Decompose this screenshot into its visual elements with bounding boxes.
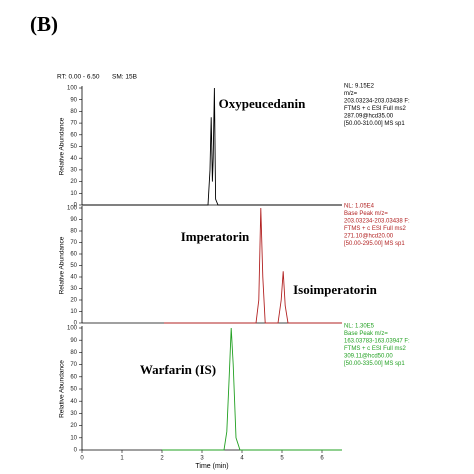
x-axis-label: Time (min): [195, 463, 228, 470]
y-tick-label: 10: [70, 435, 77, 441]
y-tick-label: 0: [74, 321, 78, 327]
info-line: FTMS + c ESI Full ms2: [344, 106, 407, 112]
info-line: NL: 1.30E5: [344, 324, 375, 330]
info-line: Base Peak m/z=: [344, 211, 388, 217]
y-tick-label: 50: [70, 263, 77, 269]
y-tick-label: 70: [70, 362, 77, 368]
x-tick-label: 4: [240, 456, 244, 462]
y-axis-label: Relative Abundance: [59, 117, 66, 175]
y-axis-label: Relative Abundance: [59, 236, 66, 294]
y-tick-label: 50: [70, 144, 77, 150]
info-line: Base Peak m/z=: [344, 331, 388, 337]
x-tick-label: 2: [160, 456, 164, 462]
y-tick-label: 40: [70, 156, 77, 162]
info-line: NL: 9.15E2: [344, 84, 375, 90]
info-line: 309.11@hcd50.00: [344, 354, 393, 360]
y-tick-label: 20: [70, 423, 77, 429]
info-line: FTMS + c ESI Full ms2: [344, 346, 407, 352]
y-tick-label: 100: [67, 206, 78, 212]
y-tick-label: 70: [70, 121, 77, 127]
smoothing-text: SM: 15B: [112, 74, 137, 81]
peak-annotation: Imperatorin: [181, 229, 250, 244]
y-tick-label: 100: [67, 86, 78, 92]
y-tick-label: 80: [70, 229, 77, 235]
x-tick-label: 6: [320, 456, 324, 462]
info-line: NL: 1.05E4: [344, 204, 375, 210]
info-line: 203.03234-203.03438 F:: [344, 99, 410, 105]
peak-annotation: Warfarin (IS): [140, 362, 216, 377]
chromatogram-trace: [162, 327, 342, 451]
info-line: 271.10@hcd20.00: [344, 234, 394, 240]
info-line: FTMS + c ESI Full ms2: [344, 226, 407, 232]
y-tick-label: 60: [70, 252, 77, 258]
y-tick-label: 0: [74, 203, 78, 209]
y-tick-label: 90: [70, 97, 77, 103]
y-tick-label: 20: [70, 298, 77, 304]
range-text: RT: 0.00 - 6.50: [57, 74, 100, 81]
y-tick-label: 90: [70, 217, 77, 223]
y-tick-label: 30: [70, 167, 77, 173]
chromatogram-trace: [164, 207, 342, 324]
y-tick-label: 60: [70, 374, 77, 380]
panel-label: (B): [30, 12, 58, 36]
y-tick-label: 50: [70, 387, 77, 393]
y-tick-label: 30: [70, 286, 77, 292]
x-tick-label: 3: [200, 456, 204, 462]
y-tick-label: 100: [67, 326, 78, 332]
chromatogram-trace: [82, 87, 342, 206]
info-line: 203.03234-203.03438 F:: [344, 219, 410, 225]
info-line: [50.00-335.00] MS sp1: [344, 361, 405, 367]
y-tick-label: 30: [70, 411, 77, 417]
y-tick-label: 40: [70, 275, 77, 281]
y-tick-label: 10: [70, 191, 77, 197]
y-tick-label: 70: [70, 240, 77, 246]
y-tick-label: 90: [70, 338, 77, 344]
peak-annotation: Oxypeucedanin: [219, 96, 306, 111]
y-tick-label: 20: [70, 179, 77, 185]
x-tick-label: 5: [280, 456, 284, 462]
info-line: m/z=: [344, 91, 358, 97]
y-tick-label: 0: [74, 448, 78, 454]
y-tick-label: 60: [70, 132, 77, 138]
y-tick-label: 40: [70, 399, 77, 405]
info-line: [50.00-295.00] MS sp1: [344, 241, 405, 247]
y-tick-label: 80: [70, 109, 77, 115]
x-tick-label: 0: [80, 456, 84, 462]
info-line: [50.00-310.00] MS sp1: [344, 121, 405, 127]
y-axis-label: Relative Abundance: [59, 360, 66, 418]
x-tick-label: 1: [120, 456, 124, 462]
y-tick-label: 10: [70, 309, 77, 315]
info-line: 287.09@hcd35.00: [344, 114, 394, 120]
info-line: 163.03783-163.03947 F:: [344, 339, 410, 345]
peak-annotation: Isoimperatorin: [293, 282, 378, 297]
y-tick-label: 80: [70, 350, 77, 356]
